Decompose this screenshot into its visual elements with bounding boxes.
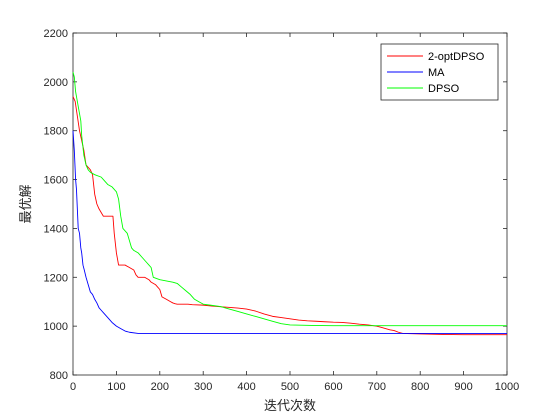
legend: 2-optDPSO MA DPSO [380, 43, 499, 101]
y-tick-label: 1200 [44, 272, 68, 284]
x-tick-label: 500 [281, 381, 299, 393]
x-tick-label: 700 [368, 381, 386, 393]
y-tick-label: 2000 [44, 77, 68, 89]
series-line-ma [72, 130, 507, 334]
x-tick-label: 200 [151, 381, 169, 393]
x-tick-label: 800 [411, 381, 429, 393]
tick-labels: 0 100 200 300 400 500 600 700 800 900 1000 800 1000 1… [44, 28, 520, 393]
legend-label: DPSO [428, 83, 460, 95]
x-tick-label: 400 [237, 381, 255, 393]
legend-label: 2-optDPSO [428, 51, 485, 63]
y-tick-label: 1600 [44, 175, 68, 187]
x-tick-label: 900 [454, 381, 472, 393]
x-axis-label: 迭代次数 [264, 398, 316, 414]
x-tick-label: 0 [70, 381, 76, 393]
y-tick-label: 1000 [44, 321, 68, 333]
y-tick-label: 1800 [44, 126, 68, 138]
x-tick-label: 300 [194, 381, 212, 393]
x-tick-label: 100 [107, 381, 125, 393]
y-axis-label: 最优解 [19, 184, 34, 223]
y-tick-label: 1400 [44, 223, 68, 235]
legend-label: MA [428, 67, 445, 79]
x-tick-label: 600 [324, 381, 342, 393]
series-line-dpso [72, 71, 507, 327]
x-tick-label: 1000 [495, 381, 519, 393]
y-tick-label: 2200 [44, 28, 68, 40]
series-lines [72, 71, 507, 336]
y-tick-label: 800 [50, 370, 68, 382]
